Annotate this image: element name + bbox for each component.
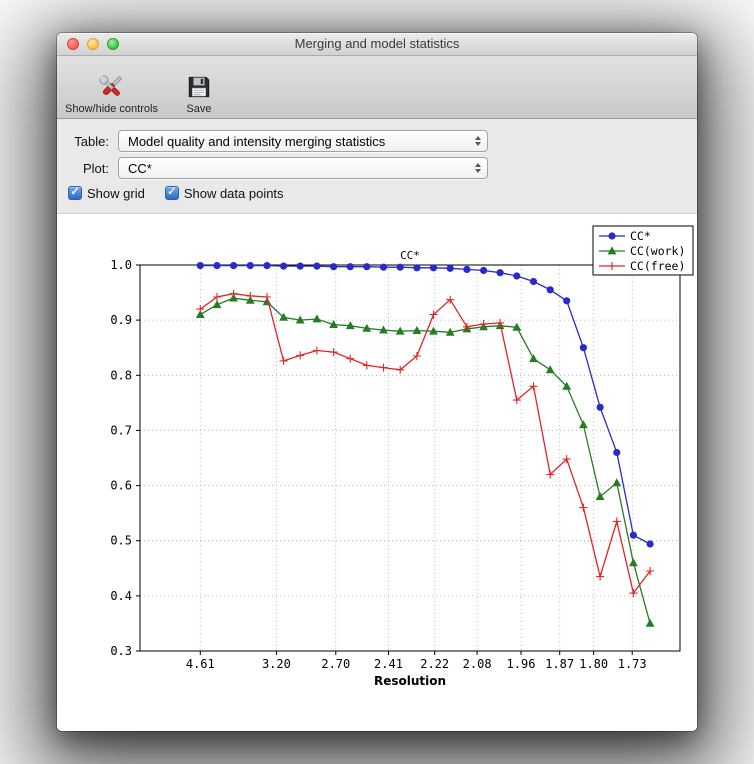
checkbox-checked-icon xyxy=(68,186,82,200)
minimize-button[interactable] xyxy=(87,38,99,50)
series-line xyxy=(199,293,651,595)
toolbar-button-label: Save xyxy=(186,103,212,115)
series-line xyxy=(199,297,651,624)
svg-text:0.8: 0.8 xyxy=(110,368,132,382)
show-grid-checkbox[interactable]: Show grid xyxy=(68,186,145,201)
svg-text:CC(free): CC(free) xyxy=(630,259,685,273)
title-bar[interactable]: Merging and model statistics xyxy=(57,33,697,56)
controls-panel: Table: Model quality and intensity mergi… xyxy=(57,119,697,214)
svg-text:2.22: 2.22 xyxy=(420,657,449,671)
table-select[interactable]: Model quality and intensity merging stat… xyxy=(118,130,488,152)
window-title: Merging and model statistics xyxy=(294,36,460,51)
show-hide-controls-button[interactable]: Show/hide controls xyxy=(65,71,158,115)
checkbox-row: Show grid Show data points xyxy=(57,182,697,204)
popup-arrows-icon xyxy=(475,163,481,173)
svg-text:1.96: 1.96 xyxy=(507,657,536,671)
svg-text:0.7: 0.7 xyxy=(110,423,132,437)
svg-text:0.4: 0.4 xyxy=(110,589,132,603)
plot-label: Plot: xyxy=(82,160,109,176)
checkbox-checked-icon xyxy=(164,186,179,200)
series-line xyxy=(200,264,651,545)
svg-text:0.5: 0.5 xyxy=(110,534,132,548)
chart-canvas: 4.61 3.20 2.70 2.41 2.22 2.08 1.96 1.87 1.80 1.73… xyxy=(57,214,697,731)
tools-icon xyxy=(95,71,127,103)
save-icon xyxy=(186,71,212,103)
table-row: Table: Model quality and intensity mergi… xyxy=(57,128,697,154)
svg-text:3.20: 3.20 xyxy=(262,657,291,671)
plot-select[interactable]: CC* xyxy=(118,157,488,179)
show-data-points-checkbox[interactable]: Show data points xyxy=(164,185,284,201)
close-button[interactable] xyxy=(67,38,79,50)
popup-arrows-icon xyxy=(475,136,481,146)
chart-title: CC* xyxy=(400,249,420,262)
svg-text:CC(work): CC(work) xyxy=(630,244,685,258)
save-button[interactable]: Save xyxy=(172,71,226,115)
toolbar: Show/hide controls Save xyxy=(57,56,697,119)
app-window: Merging and model statistics xyxy=(57,33,697,731)
traffic-lights xyxy=(67,38,119,50)
plot-row: Plot: CC* xyxy=(57,155,697,181)
zoom-button[interactable] xyxy=(107,38,119,50)
svg-text:0.6: 0.6 xyxy=(110,479,132,493)
table-label: Table: xyxy=(74,133,109,149)
plot-select-value: CC* xyxy=(128,160,152,176)
checkbox-label: Show data points xyxy=(183,185,284,201)
svg-text:4.61: 4.61 xyxy=(186,657,215,671)
svg-text:2.70: 2.70 xyxy=(321,657,350,671)
svg-text:1.80: 1.80 xyxy=(579,657,608,671)
chart-area: 4.61 3.20 2.70 2.41 2.22 2.08 1.96 1.87 1.80 1.73… xyxy=(57,214,697,731)
chart-legend: CC*CC(work)CC(free) xyxy=(592,225,694,276)
svg-text:0.3: 0.3 xyxy=(110,644,132,658)
svg-text:1.87: 1.87 xyxy=(545,657,574,671)
table-select-value: Model quality and intensity merging stat… xyxy=(128,133,386,149)
toolbar-button-label: Show/hide controls xyxy=(65,103,158,115)
svg-text:2.08: 2.08 xyxy=(463,657,492,671)
x-axis-label: Resolution xyxy=(374,674,446,688)
svg-text:1.0: 1.0 xyxy=(110,258,132,272)
checkbox-label: Show grid xyxy=(87,185,145,201)
svg-text:1.73: 1.73 xyxy=(618,657,647,671)
svg-text:CC*: CC* xyxy=(630,229,651,243)
svg-text:0.9: 0.9 xyxy=(110,313,132,327)
svg-text:2.41: 2.41 xyxy=(374,657,403,671)
